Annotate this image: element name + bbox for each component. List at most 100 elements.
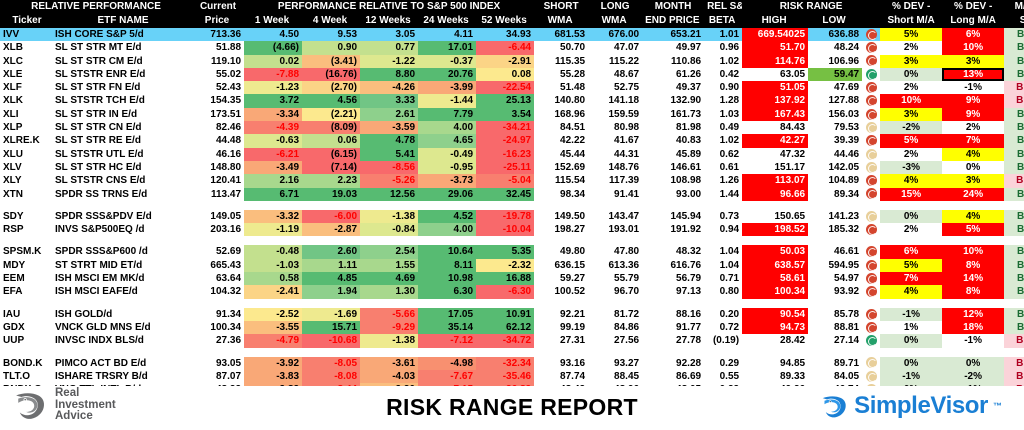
cell-ticker[interactable]: XLRE.K xyxy=(3,135,40,147)
table-row[interactable]: XLK SL STSTR TCH E/d 154.35 3.72 4.56 3.33 -1.… xyxy=(0,94,1024,108)
cell-status-icon[interactable] xyxy=(862,188,880,201)
cell-ticker[interactable]: TLT.O xyxy=(3,370,31,382)
table-row[interactable]: TLT.O ISHARE TRSRY B/d 87.07 -3.83 -8.08 -4.0… xyxy=(0,369,1024,384)
cell-ticker[interactable]: SDY xyxy=(3,210,24,222)
table-row[interactable]: UUP INVSC INDX BLS/d 27.36 -4.79 -10.68 -1.38… xyxy=(0,334,1024,348)
cell-status-icon[interactable] xyxy=(862,161,880,174)
table-row[interactable]: BOND.K PIMCO ACT BD E/d 93.05 -3.92 -8.05 -3.… xyxy=(0,356,1024,370)
cell-short-wma: 149.50 xyxy=(554,210,586,222)
cell-risk-high: 198.52 xyxy=(742,223,809,237)
cell-long-wma: 93.27 xyxy=(614,357,640,369)
table-row[interactable]: GDX VNCK GLD MNS E/d 100.34 -3.55 15.71 -9.29… xyxy=(0,320,1024,335)
cell-status-icon[interactable] xyxy=(862,68,880,81)
cell-status-icon[interactable] xyxy=(862,285,880,298)
cell-perf-52-weeks: 32.45 xyxy=(476,187,535,201)
cell-status-icon[interactable] xyxy=(862,41,880,54)
cell-ticker[interactable]: XLB xyxy=(3,42,23,54)
cell-status-icon[interactable] xyxy=(862,55,880,68)
table-row[interactable]: IVV ISH CORE S&P 5/d 713.36 4.50 9.53 3.05 4.1… xyxy=(0,28,1024,42)
cell-perf-1-week: (4.66) xyxy=(244,41,303,55)
table-row[interactable]: XLV SL ST STR HC E/d 148.80 -3.49 (7.14) -8.5… xyxy=(0,160,1024,175)
cell-risk-low: 27.14 xyxy=(808,334,863,348)
table-row[interactable]: XLF SL ST STR FN E/d 52.43 -1.23 (2.70) -4.26… xyxy=(0,81,1024,95)
cell-perf-52-weeks: 16.88 xyxy=(476,272,535,286)
table-row[interactable]: XLY SL STSTR CNS E/d 120.41 2.16 2.23 -5.26 -3… xyxy=(0,174,1024,188)
cell-ticker[interactable]: IAU xyxy=(3,308,21,320)
red-status-icon xyxy=(865,42,877,54)
cell-status-icon[interactable] xyxy=(862,108,880,121)
cell-ticker[interactable]: XLF xyxy=(3,82,22,94)
table-row[interactable]: XLP SL ST STR CN E/d 82.46 -4.39 (8.09) -3.59… xyxy=(0,121,1024,135)
cell-ticker[interactable]: XLY xyxy=(3,175,22,187)
cell-ticker[interactable]: MDY xyxy=(3,259,26,271)
table-row[interactable]: EEM ISH MSCI EM MK/d 63.64 0.58 4.85 4.69 10.9… xyxy=(0,272,1024,286)
cell-rel-beta: 0.96 xyxy=(719,42,740,54)
cell-dev-long-ma: 4% xyxy=(942,147,1005,161)
green-status-icon xyxy=(865,335,877,347)
table-row[interactable]: EFA ISH MSCI EAFE/d 104.32 -2.41 1.94 1.30 6.3… xyxy=(0,285,1024,299)
cell-dev-long-ma: 10% xyxy=(942,41,1005,55)
cell-ticker[interactable]: SPSM.K xyxy=(3,246,42,258)
cell-status-icon[interactable] xyxy=(862,148,880,161)
cell-status-icon[interactable] xyxy=(862,81,880,94)
red-status-icon xyxy=(865,246,877,258)
cell-ticker[interactable]: EEM xyxy=(3,273,25,285)
table-row[interactable]: XLC SL ST STR CM E/d 119.10 0.02 (3.41) -1.22… xyxy=(0,54,1024,68)
header-signal-top: M/A XVER xyxy=(1004,0,1024,14)
table-row[interactable]: XTN SPDR SS TRNS E/d 113.47 6.71 19.03 12.56 2… xyxy=(0,187,1024,201)
cell-ticker[interactable]: EFA xyxy=(3,286,23,298)
cell-etf-name: SL STSTR ENR E/d xyxy=(55,68,146,80)
cell-status-icon[interactable] xyxy=(862,210,880,223)
table-row[interactable]: XLU SL STSTR UTL E/d 46.16 -6.21 (6.15) 5.41-… xyxy=(0,147,1024,161)
cell-perf-1-week: -1.03 xyxy=(244,258,303,273)
table-row[interactable]: XLRE.K SL ST STR RE E/d 44.48 -0.63 0.06 4.78… xyxy=(0,134,1024,148)
cell-ticker[interactable]: XLV xyxy=(3,161,22,173)
cell-status-icon[interactable] xyxy=(862,321,880,334)
cell-ticker[interactable]: RSP xyxy=(3,224,24,236)
cell-ticker[interactable]: UUP xyxy=(3,335,25,347)
cell-ticker[interactable]: IVV xyxy=(0,28,52,42)
cell-dev-short-ma: 7% xyxy=(880,272,943,286)
cell-etf-name: SL ST STR FN E/d xyxy=(55,82,141,94)
cell-perf-24-weeks: 4.00 xyxy=(418,223,477,237)
cell-perf-1-week: -0.48 xyxy=(244,245,303,259)
cell-ticker[interactable]: XLU xyxy=(3,148,23,160)
cell-perf-52-weeks: -34.72 xyxy=(476,334,535,348)
cell-status-icon[interactable] xyxy=(862,272,880,285)
cell-perf-4-week: -1.69 xyxy=(302,307,361,321)
table-row[interactable]: XLI SL ST STR IN E/d 173.51 -3.34 (2.21) 2.61… xyxy=(0,107,1024,122)
cell-month-end-price: 88.16 xyxy=(676,308,702,320)
table-row[interactable]: SDY SPDR SSS&PDV E/d 149.05 -3.32 -6.00 -1.38… xyxy=(0,209,1024,224)
cell-ma-xver-signal: BULLISH xyxy=(1004,121,1024,135)
table-row[interactable]: RSP INVS S&P500EQ /d 203.16 -1.19 -2.87 -0.84… xyxy=(0,223,1024,237)
cell-status-icon[interactable] xyxy=(862,245,880,258)
cell-status-icon[interactable] xyxy=(862,174,880,187)
cell-ticker[interactable]: XLE xyxy=(3,68,23,80)
cell-status-icon[interactable] xyxy=(862,334,880,347)
cell-status-icon[interactable] xyxy=(862,357,880,370)
cell-status-icon[interactable] xyxy=(862,28,881,42)
cell-status-icon[interactable] xyxy=(862,121,880,134)
cell-status-icon[interactable] xyxy=(862,259,880,272)
cell-short-wma: 92.21 xyxy=(560,308,586,320)
cell-status-icon[interactable] xyxy=(862,308,880,321)
table-row[interactable]: MDY ST STRT MID ET/d 665.43 -1.03 1.11 1.55 8.… xyxy=(0,258,1024,273)
cell-status-icon[interactable] xyxy=(862,134,880,147)
cell-dev-short-ma: 0% xyxy=(880,67,943,82)
cell-ticker[interactable]: GDX xyxy=(3,321,25,333)
cell-status-icon[interactable] xyxy=(862,370,880,383)
table-row[interactable]: IAU ISH GOLD/d 91.34 -2.52 -1.69 -5.66 17.05 10… xyxy=(0,307,1024,321)
cell-ticker[interactable]: XLC xyxy=(3,55,23,67)
cell-ticker[interactable]: XLI xyxy=(3,108,19,120)
cell-ticker[interactable]: XLP xyxy=(3,122,23,134)
table-row[interactable]: XLB SL ST STR MT E/d 51.88 (4.66) 0.90 0.77 17… xyxy=(0,41,1024,55)
cell-ticker[interactable]: BOND.K xyxy=(3,357,43,369)
cell-status-icon[interactable] xyxy=(862,94,880,107)
ria-line-3: Advice xyxy=(55,410,93,422)
table-row[interactable]: XLE SL STSTR ENR E/d 55.02 -7.88 (16.76) 8.80… xyxy=(0,67,1024,82)
table-row[interactable]: SPSM.K SPDR SSS&P600 /d 52.69 -0.48 2.60 2.54… xyxy=(0,245,1024,259)
cell-long-wma: 81.72 xyxy=(614,308,640,320)
cell-ticker[interactable]: XLK xyxy=(3,95,23,107)
cell-ticker[interactable]: XTN xyxy=(3,188,23,200)
cell-status-icon[interactable] xyxy=(862,223,880,236)
